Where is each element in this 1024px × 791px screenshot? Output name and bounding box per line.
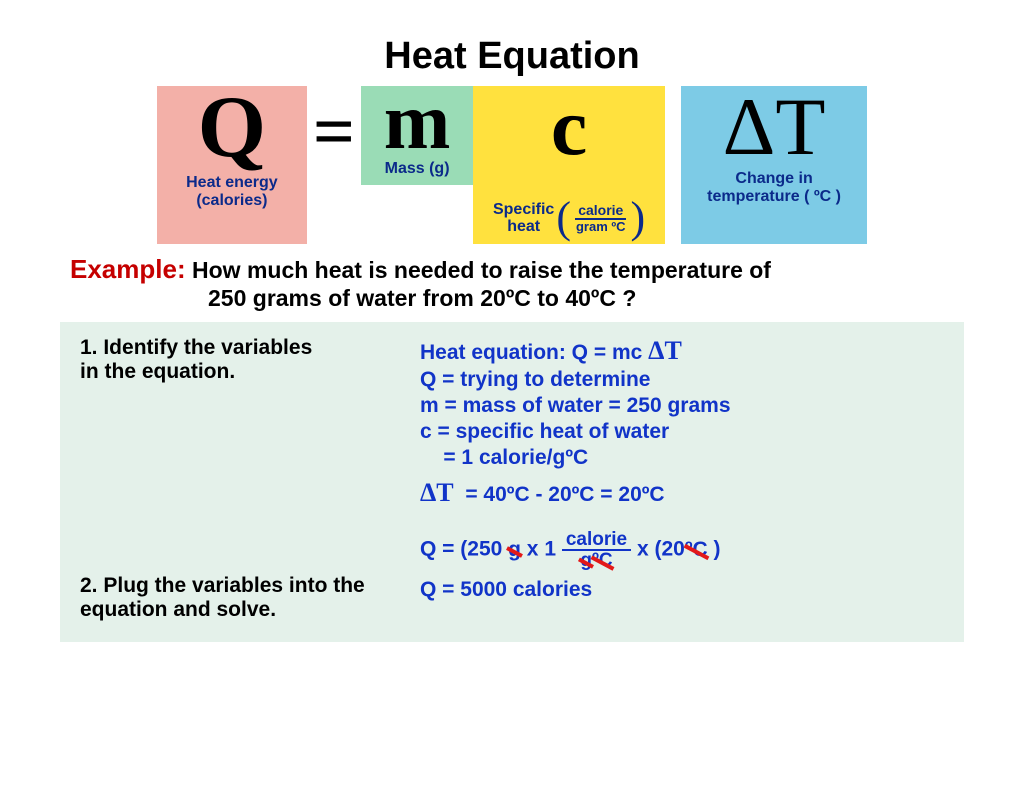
label-dt: Change in temperature ( ºC ) bbox=[707, 170, 841, 207]
unit-fraction: calorie gram ºC bbox=[573, 203, 629, 233]
c-def-line-2: = 1 calorie/gºC bbox=[420, 446, 944, 470]
q-def-line: Q = trying to determine bbox=[420, 368, 944, 392]
unit-numer: calorie bbox=[575, 203, 626, 220]
plug-in-line: Q = (250 g x 1 calorie g ºC x (20ºC ) bbox=[420, 530, 944, 570]
inline-fraction: calorie g ºC bbox=[562, 530, 631, 570]
label-c: Specific heat bbox=[493, 201, 554, 236]
cancel-c-1: ºC bbox=[592, 551, 613, 570]
work-box: 1. Identify the variables in the equatio… bbox=[60, 322, 964, 642]
step-1-label: 1. Identify the variables in the equatio… bbox=[80, 336, 410, 384]
symbol-dt: ΔT bbox=[723, 88, 826, 166]
equals-sign: = bbox=[313, 86, 355, 175]
term-m: m Mass (g) bbox=[361, 86, 473, 185]
page-title: Heat Equation bbox=[60, 35, 964, 78]
heat-eq-line: Heat equation: Q = mc ΔT bbox=[420, 336, 944, 366]
slide-page: Heat Equation Q Heat energy (calories) =… bbox=[0, 0, 1024, 672]
step-2-label: 2. Plug the variables into the equation … bbox=[80, 574, 410, 622]
answer-line: Q = 5000 calories bbox=[420, 578, 944, 602]
specific-heat-units: Specific heat ( calorie gram ºC ) bbox=[473, 201, 665, 236]
example-label: Example: bbox=[70, 254, 186, 284]
label-q: Heat energy (calories) bbox=[186, 174, 278, 211]
dt-calc-line: ΔT = 40ºC - 20ºC = 20ºC bbox=[420, 478, 944, 508]
example-text-line2: 250 grams of water from 20ºC to 40ºC ? bbox=[70, 285, 954, 312]
steps-right: Heat equation: Q = mc ΔT Q = trying to d… bbox=[420, 336, 944, 622]
steps-left: 1. Identify the variables in the equatio… bbox=[80, 336, 410, 622]
term-q: Q Heat energy (calories) bbox=[157, 86, 307, 244]
symbol-c: c bbox=[551, 88, 587, 166]
example-text-line1: How much heat is needed to raise the tem… bbox=[192, 257, 771, 283]
cancel-g-2: g bbox=[580, 551, 592, 570]
cancel-g-1: g bbox=[508, 538, 521, 562]
equation-row: Q Heat energy (calories) = m Mass (g) c … bbox=[60, 86, 964, 244]
unit-denom: gram ºC bbox=[573, 220, 629, 234]
symbol-q: Q bbox=[198, 86, 266, 170]
cancel-c-2: ºC bbox=[685, 538, 708, 562]
c-def-line-1: c = specific heat of water bbox=[420, 420, 944, 444]
example-block: Example: How much heat is needed to rais… bbox=[60, 254, 964, 312]
m-def-line: m = mass of water = 250 grams bbox=[420, 394, 944, 418]
symbol-m: m bbox=[384, 88, 451, 156]
term-delta-t: ΔT Change in temperature ( ºC ) bbox=[681, 86, 867, 244]
term-c: c Specific heat ( calorie gram ºC ) bbox=[473, 86, 665, 244]
label-m: Mass (g) bbox=[385, 160, 450, 178]
paren-open: ( bbox=[556, 203, 571, 234]
paren-close: ) bbox=[631, 203, 646, 234]
